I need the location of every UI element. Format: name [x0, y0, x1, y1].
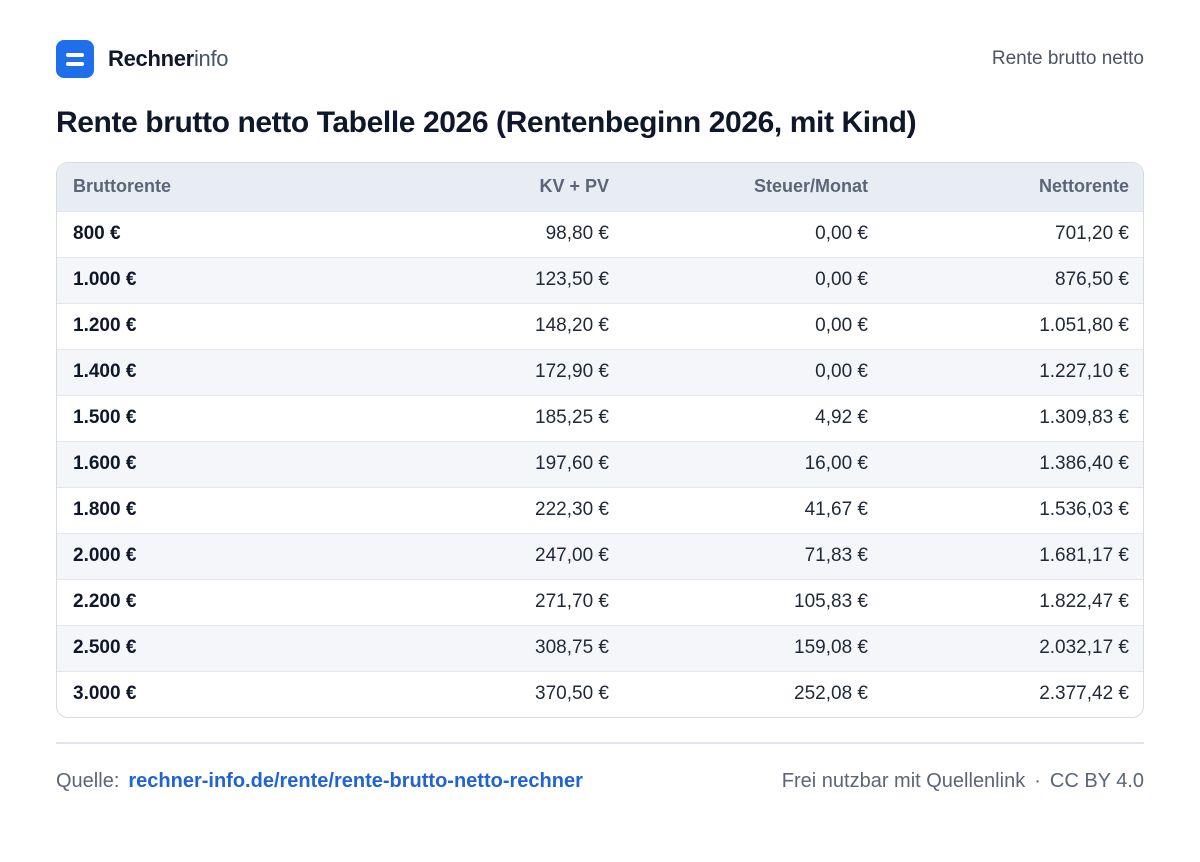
license-separator: ·	[1034, 769, 1041, 792]
cell-kv-pv: 185,25 €	[297, 394, 625, 441]
license-text: Frei nutzbar mit Quellenlink	[781, 769, 1026, 792]
cell-steuer: 252,08 €	[625, 670, 884, 717]
table-row: 1.600 € 197,60 € 16,00 € 1.386,40 €	[57, 440, 1143, 487]
cell-nettorente: 876,50 €	[884, 256, 1143, 303]
cell-kv-pv: 172,90 €	[297, 348, 625, 395]
cell-nettorente: 2.032,17 €	[884, 624, 1143, 671]
footer-divider	[56, 742, 1144, 744]
cell-nettorente: 701,20 €	[884, 210, 1143, 257]
table-row: 1.200 € 148,20 € 0,00 € 1.051,80 €	[57, 302, 1143, 349]
cell-kv-pv: 222,30 €	[297, 486, 625, 533]
cell-bruttorente: 2.200 €	[57, 578, 297, 625]
cell-bruttorente: 1.200 €	[57, 302, 297, 349]
cell-steuer: 16,00 €	[625, 440, 884, 487]
cell-bruttorente: 800 €	[57, 210, 297, 257]
table-row: 2.200 € 271,70 € 105,83 € 1.822,47 €	[57, 578, 1143, 625]
brand[interactable]: Rechnerinfo	[56, 40, 229, 78]
cell-kv-pv: 98,80 €	[297, 210, 625, 257]
column-header-kv-pv: KV + PV	[539, 176, 609, 197]
rechnerinfo-logo-icon	[56, 40, 94, 78]
cell-kv-pv: 123,50 €	[297, 256, 625, 303]
cell-nettorente: 1.536,03 €	[884, 486, 1143, 533]
footer: Quelle: rechner-info.de/rente/rente-brutt…	[56, 766, 1144, 796]
column-header-bruttorente: Bruttorente	[73, 176, 171, 197]
table-row: 1.400 € 172,90 € 0,00 € 1.227,10 €	[57, 348, 1143, 395]
cell-kv-pv: 271,70 €	[297, 578, 625, 625]
cell-nettorente: 2.377,42 €	[884, 670, 1143, 717]
brand-name-strong: Rechner	[108, 46, 194, 71]
cell-bruttorente: 1.000 €	[57, 256, 297, 303]
source-citation: Quelle: rechner-info.de/rente/rente-brutt…	[56, 770, 583, 793]
table-row: 2.000 € 247,00 € 71,83 € 1.681,17 €	[57, 532, 1143, 579]
cell-bruttorente: 1.800 €	[57, 486, 297, 533]
cell-bruttorente: 1.500 €	[57, 394, 297, 441]
cell-steuer: 0,00 €	[625, 302, 884, 349]
cell-kv-pv: 148,20 €	[297, 302, 625, 349]
cell-steuer: 0,00 €	[625, 348, 884, 395]
source-link[interactable]: rechner-info.de/rente/rente-brutto-netto…	[128, 769, 583, 792]
table-row: 800 € 98,80 € 0,00 € 701,20 €	[57, 210, 1143, 257]
cell-nettorente: 1.681,17 €	[884, 532, 1143, 579]
cell-steuer: 0,00 €	[625, 256, 884, 303]
brand-name: Rechnerinfo	[108, 46, 229, 72]
brand-name-light: info	[193, 46, 229, 71]
pension-table: Bruttorente KV + PV Steuer/Monat Nettore…	[56, 162, 1144, 718]
source-label: Quelle:	[56, 769, 120, 792]
table-row: 2.500 € 308,75 € 159,08 € 2.032,17 €	[57, 624, 1143, 671]
table-row: 1.500 € 185,25 € 4,92 € 1.309,83 €	[57, 394, 1143, 441]
cell-steuer: 159,08 €	[625, 624, 884, 671]
cell-nettorente: 1.051,80 €	[884, 302, 1143, 349]
cell-steuer: 105,83 €	[625, 578, 884, 625]
cell-kv-pv: 370,50 €	[297, 670, 625, 717]
cell-bruttorente: 1.400 €	[57, 348, 297, 395]
cell-nettorente: 1.227,10 €	[884, 348, 1143, 395]
table-header-row: Bruttorente KV + PV Steuer/Monat Nettore…	[57, 163, 1143, 211]
cell-bruttorente: 2.000 €	[57, 532, 297, 579]
cell-kv-pv: 247,00 €	[297, 532, 625, 579]
table-row: 1.800 € 222,30 € 41,67 € 1.536,03 €	[57, 486, 1143, 533]
cell-steuer: 71,83 €	[625, 532, 884, 579]
cell-kv-pv: 308,75 €	[297, 624, 625, 671]
column-header-nettorente: Nettorente	[1038, 176, 1129, 197]
cell-kv-pv: 197,60 €	[297, 440, 625, 487]
nav-link-rente-brutto-netto[interactable]: Rente brutto netto	[991, 48, 1144, 69]
table-row: 3.000 € 370,50 € 252,08 € 2.377,42 €	[57, 670, 1143, 717]
cell-steuer: 0,00 €	[625, 210, 884, 257]
cell-steuer: 41,67 €	[625, 486, 884, 533]
cell-bruttorente: 2.500 €	[57, 624, 297, 671]
cell-bruttorente: 1.600 €	[57, 440, 297, 487]
page-title: Rente brutto netto Tabelle 2026 (Rentenb…	[56, 106, 917, 139]
cell-nettorente: 1.309,83 €	[884, 394, 1143, 441]
cell-nettorente: 1.822,47 €	[884, 578, 1143, 625]
license-name: CC BY 4.0	[1049, 769, 1144, 792]
cell-steuer: 4,92 €	[625, 394, 884, 441]
column-header-steuer: Steuer/Monat	[753, 176, 868, 197]
top-bar: Rechnerinfo Rente brutto netto	[56, 40, 1144, 78]
cell-nettorente: 1.386,40 €	[884, 440, 1143, 487]
cell-bruttorente: 3.000 €	[57, 670, 297, 717]
table-row: 1.000 € 123,50 € 0,00 € 876,50 €	[57, 256, 1143, 303]
license-info: Frei nutzbar mit Quellenlink · CC BY 4.0	[782, 770, 1144, 793]
